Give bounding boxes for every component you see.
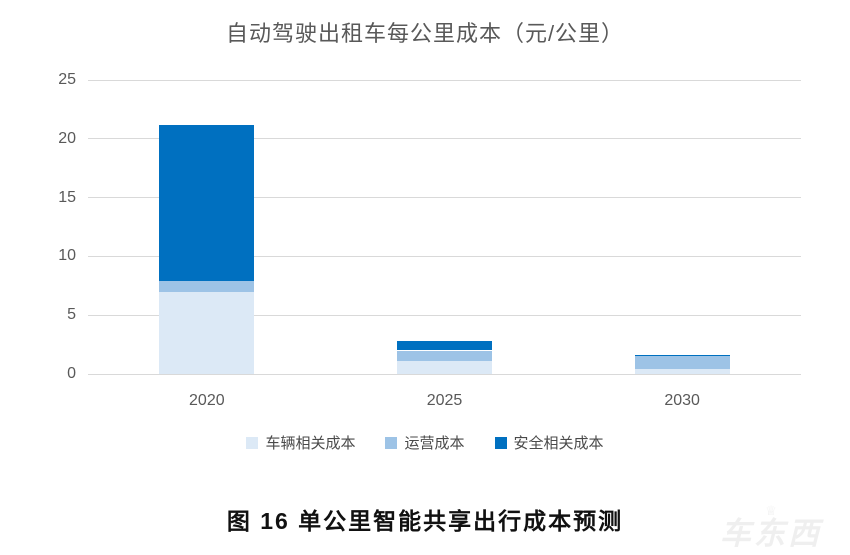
bar-segment-2025 [397,350,492,362]
bar-segment-2030 [634,355,730,357]
x-tick-label: 2030 [664,392,700,409]
watermark: ♕ 车东西 [706,504,836,549]
y-tick-label: 20 [58,129,76,147]
crown-icon: ♕ [765,503,777,518]
y-tick-label: 5 [67,306,76,324]
legend-swatch-icon [494,436,507,449]
x-tick-label: 2020 [189,392,225,409]
gridline-y15 [88,197,801,199]
gridline-y0 [88,373,801,375]
gridline-y20 [88,138,801,140]
y-tick-label: 0 [67,365,76,382]
x-tick-label: 2025 [426,392,463,409]
legend-swatch-icon [246,436,259,449]
legend-item: 运营成本 [385,432,465,453]
bar-segment-2025 [397,341,492,351]
gridline-y25 [88,79,801,81]
chart-title: 自动驾驶出租车每公里成本（元/公里） [225,21,625,46]
legend-label: 安全相关成本 [513,435,604,452]
bar-segment-2030 [634,356,730,369]
bar-segment-2020 [159,124,255,282]
chart-legend: 车辆相关成本 运营成本 安全相关成本 [0,432,850,453]
bar-segment-2020 [159,291,255,374]
bar-2025 [397,80,492,374]
legend-swatch-icon [385,436,398,449]
figure-caption: 图 16 单公里智能共享出行成本预测 [226,508,624,534]
bar-segment-2020 [159,281,255,292]
bar-segment-2030 [634,368,730,374]
gridline-y5 [88,314,801,316]
legend-label: 车辆相关成本 [265,435,356,452]
y-tick-label: 15 [58,188,76,206]
legend-item: 安全相关成本 [494,432,604,453]
bar-2020 [159,80,255,374]
watermark-text: 车东西 [720,516,822,551]
bar-segment-2025 [397,361,492,374]
legend-label: 运营成本 [404,435,465,452]
gridline-y10 [88,255,801,257]
y-tick-label: 10 [58,247,76,265]
legend-item: 车辆相关成本 [246,432,355,453]
bar-2030 [634,80,730,374]
y-tick-label: 25 [58,71,76,88]
